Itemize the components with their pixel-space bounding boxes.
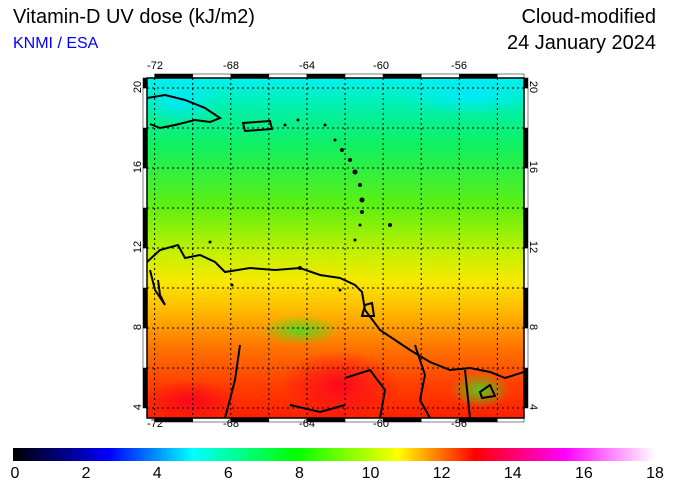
lat-tick-label: 20	[132, 80, 144, 94]
map-frame	[146, 77, 525, 419]
lat-tick-label: 8	[527, 323, 539, 331]
lat-tick-label: 12	[527, 240, 539, 254]
organization-label: KNMI / ESA	[13, 35, 99, 52]
chart-title: Vitamin-D UV dose (kJ/m2)	[13, 6, 255, 28]
colorbar-label: 12	[432, 465, 451, 482]
lat-tick-label: 8	[132, 323, 144, 331]
colorbar-label: 10	[361, 465, 380, 482]
lon-tick-label: -64	[299, 60, 315, 72]
colorbar-label: 0	[10, 465, 20, 482]
colorbar	[13, 448, 655, 461]
lon-tick-label: -64	[299, 418, 315, 430]
lat-tick-label: 4	[527, 403, 539, 411]
colorbar-label: 2	[81, 465, 91, 482]
lon-tick-label: -56	[451, 418, 467, 430]
lon-tick-label: -68	[223, 60, 239, 72]
lat-tick-label: 4	[132, 403, 144, 411]
lon-tick-label: -68	[223, 418, 239, 430]
lon-tick-label: -56	[451, 60, 467, 72]
colorbar-label: 6	[223, 465, 233, 482]
date-label: 24 January 2024	[506, 32, 656, 54]
lon-tick-label: -72	[147, 418, 163, 430]
colorbar-label: 4	[152, 465, 162, 482]
lat-tick-label: 12	[132, 240, 144, 254]
mode-label: Cloud-modified	[521, 6, 656, 28]
colorbar-label: 8	[294, 465, 304, 482]
colorbar-label: 14	[503, 465, 522, 482]
lon-tick-label: -72	[147, 60, 163, 72]
coastlines	[147, 93, 524, 418]
colorbar-label: 18	[646, 465, 664, 482]
lon-tick-label: -60	[373, 418, 389, 430]
lat-tick-label: 20	[527, 80, 539, 94]
colorbar-label: 16	[574, 465, 593, 482]
lat-tick-label: 16	[527, 160, 539, 174]
lon-tick-label: -60	[373, 60, 389, 72]
lesser-antilles	[208, 118, 392, 292]
lat-tick-label: 16	[132, 160, 144, 174]
